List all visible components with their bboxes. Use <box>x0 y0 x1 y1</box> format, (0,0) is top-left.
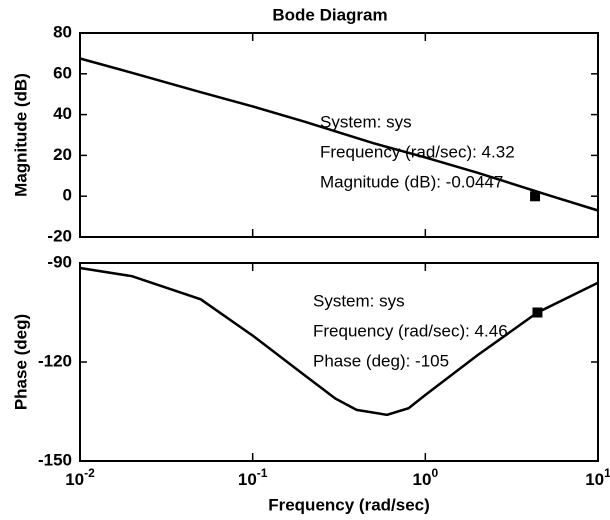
x-tick-label: 10-1 <box>238 466 268 489</box>
chart-title: Bode Diagram <box>272 5 387 24</box>
x-tick-exponent: 0 <box>431 466 438 480</box>
x-tick-label: 101 <box>585 466 610 489</box>
y-tick-label: -20 <box>47 226 72 245</box>
y-tick-label: -90 <box>47 252 72 271</box>
x-tick-base: 10 <box>238 470 257 489</box>
x-tick-base: 10 <box>585 470 604 489</box>
datatip-text: Phase (deg): -105 <box>313 351 449 370</box>
y-axis-label: Phase (deg) <box>11 314 30 410</box>
y-tick-label: -150 <box>38 450 72 469</box>
data-line <box>79 266 599 417</box>
y-tick-label: -120 <box>38 351 72 370</box>
x-tick-label: 100 <box>413 466 439 489</box>
y-tick-label: 40 <box>53 104 72 123</box>
data-line <box>79 57 599 212</box>
y-tick-label: 20 <box>53 145 72 164</box>
x-axis-label: Frequency (rad/sec) <box>268 495 430 514</box>
x-tick-base: 10 <box>65 470 84 489</box>
datatip-marker <box>532 307 543 318</box>
y-tick-label: 60 <box>53 63 72 82</box>
x-tick-label: 10-2 <box>65 466 95 489</box>
x-tick-exponent: 1 <box>604 466 610 480</box>
plot-frame <box>79 32 599 238</box>
y-tick-label: 80 <box>53 22 72 41</box>
y-axis-label: Magnitude (dB) <box>11 73 30 197</box>
datatip-text: Magnitude (dB): -0.0447 <box>320 172 503 191</box>
x-tick-exponent: -1 <box>257 466 268 480</box>
datatip-text: Frequency (rad/sec): 4.32 <box>320 142 515 161</box>
datatip-text: System: sys <box>320 112 412 131</box>
x-tick-base: 10 <box>413 470 432 489</box>
datatip-marker <box>530 191 541 202</box>
x-tick-exponent: -2 <box>84 466 95 480</box>
datatip-text: System: sys <box>313 291 405 310</box>
datatip-text: Frequency (rad/sec): 4.46 <box>313 321 508 340</box>
y-tick-label: 0 <box>63 186 72 205</box>
